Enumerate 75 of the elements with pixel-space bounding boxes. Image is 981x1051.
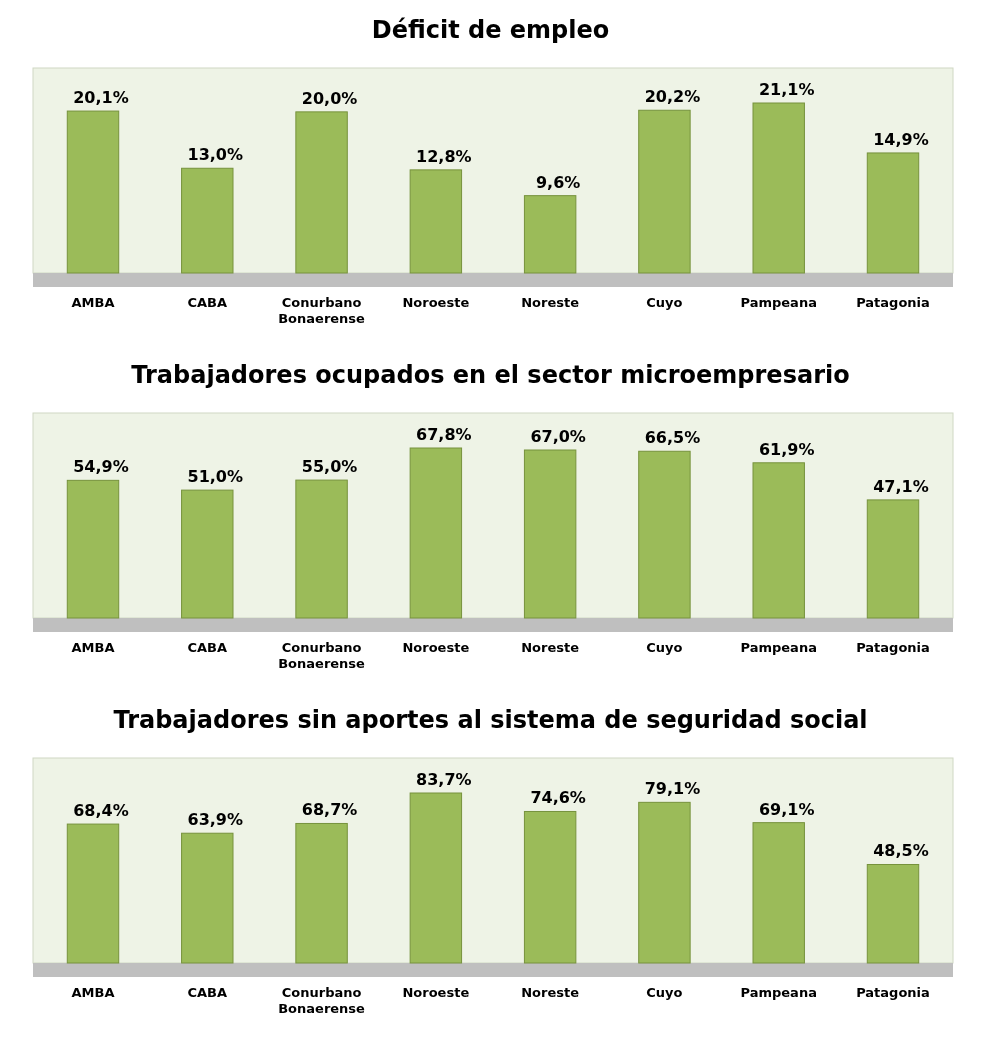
data-label: 67,0%	[530, 427, 586, 447]
x-tick-label: Patagonia	[856, 985, 930, 1000]
x-tick-label: Conurbano Bonaerense	[278, 640, 366, 671]
x-tick-label: AMBA	[71, 985, 115, 1000]
bar	[638, 801, 691, 964]
x-tick-label: Noreste	[521, 985, 580, 1000]
data-label: 83,7%	[416, 770, 472, 789]
bar	[66, 479, 120, 619]
bar	[409, 169, 463, 274]
data-label: 20,1%	[73, 88, 129, 108]
bar	[752, 822, 805, 964]
data-label: 20,0%	[301, 88, 358, 108]
bar	[66, 823, 120, 964]
x-tick-label: CABA	[187, 985, 228, 1000]
x-tick-label: Pampeana	[740, 640, 817, 655]
data-label: 54,9%	[73, 457, 129, 477]
x-tick-label: Noroeste	[402, 640, 470, 655]
x-tick-label: Cuyo	[646, 640, 683, 655]
bar	[638, 109, 691, 274]
data-label: 9,6%	[535, 172, 581, 192]
data-label: 13,0%	[187, 145, 244, 165]
x-tick-label: Pampeana	[740, 985, 817, 1000]
data-label: 79,1%	[644, 779, 701, 799]
data-label: 74,6%	[530, 788, 586, 808]
data-label: 20,2%	[644, 87, 701, 107]
x-tick-label: Noroeste	[402, 295, 470, 310]
x-tick-label: CABA	[187, 295, 228, 310]
bar	[409, 447, 463, 619]
data-label: 21,1%	[758, 80, 815, 99]
chart-title: Déficit de empleo	[371, 16, 610, 44]
data-label: 14,9%	[873, 129, 929, 149]
x-tick-label: Pampeana	[740, 295, 817, 310]
bar	[409, 792, 463, 964]
bar	[866, 499, 920, 619]
data-label: 69,1%	[758, 799, 815, 819]
bar	[181, 832, 234, 964]
data-label: 48,5%	[873, 841, 929, 861]
x-tick-label: Cuyo	[646, 985, 683, 1000]
data-label: 55,0%	[301, 457, 358, 477]
bar	[295, 111, 348, 274]
x-tick-label: Patagonia	[856, 295, 930, 310]
bar	[181, 489, 234, 619]
x-tick-label: CABA	[187, 640, 228, 655]
x-tick-label: Conurbano Bonaerense	[278, 985, 366, 1016]
data-label: 12,8%	[416, 146, 472, 166]
chart-title: Trabajadores ocupados en el sector microempresario	[131, 361, 850, 389]
bar	[181, 167, 234, 274]
bar	[66, 110, 120, 274]
x-tick-label: Patagonia	[856, 640, 930, 655]
bar	[523, 449, 577, 619]
bar	[866, 863, 920, 964]
bar	[638, 450, 691, 619]
bar	[295, 479, 348, 619]
data-label: 47,1%	[873, 476, 929, 496]
data-label: 61,9%	[758, 439, 815, 459]
x-tick-label: AMBA	[71, 295, 115, 310]
bar	[752, 462, 805, 619]
x-tick-label: Cuyo	[646, 295, 683, 310]
x-tick-label: Noreste	[521, 640, 580, 655]
x-tick-label: AMBA	[71, 640, 115, 655]
x-tick-label: Noroeste	[402, 985, 470, 1000]
bar	[866, 152, 920, 274]
data-label: 51,0%	[187, 467, 244, 487]
data-label: 68,4%	[73, 801, 129, 821]
bar	[523, 195, 577, 274]
x-tick-label: Conurbano Bonaerense	[278, 295, 366, 326]
chart-title: Trabajadores sin aportes al sistema de seguridad social	[113, 706, 868, 734]
data-label: 66,5%	[644, 428, 701, 448]
x-tick-label: Noreste	[521, 295, 580, 310]
data-label: 67,8%	[416, 425, 472, 444]
data-label: 63,9%	[187, 810, 244, 830]
bar	[752, 102, 805, 274]
data-label: 68,7%	[301, 800, 358, 820]
bar	[295, 822, 348, 964]
bar	[523, 810, 577, 964]
